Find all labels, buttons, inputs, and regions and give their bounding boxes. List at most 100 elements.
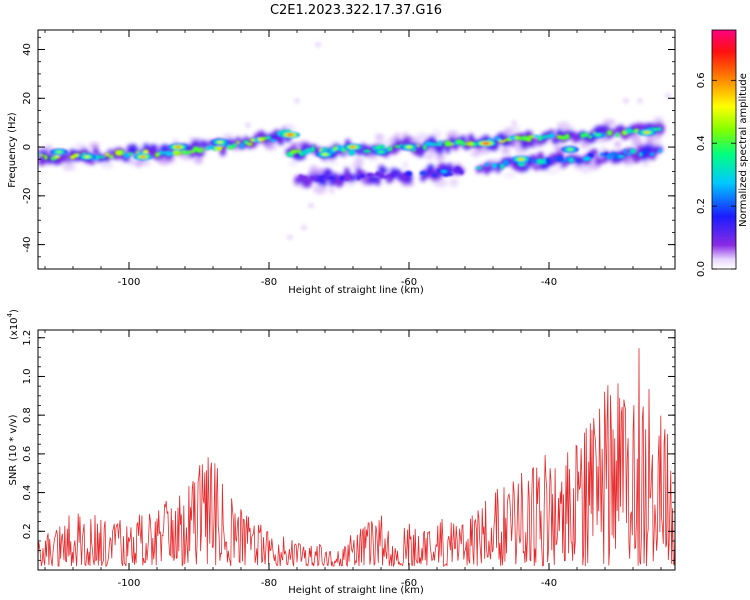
heat-halo (415, 132, 430, 140)
heat-cell (348, 149, 355, 156)
heat-cell (582, 156, 591, 162)
y-tick-label: 0.4 (22, 485, 33, 501)
heat-cell (634, 128, 639, 134)
heat-speck (330, 189, 334, 193)
snr-frame (37, 329, 676, 571)
heat-halo (509, 125, 520, 131)
heat-peak (350, 146, 356, 149)
heat-halo (401, 181, 415, 187)
heat-cell (379, 172, 385, 179)
heat-cell (496, 163, 501, 167)
colorbar: 0.0 0.2 0.4 0.6 Normalized spectral amplitu… (696, 29, 749, 277)
heat-halo (435, 152, 445, 162)
heat-cell (561, 159, 566, 163)
heat-cell (227, 145, 234, 150)
heat-cell (243, 140, 249, 145)
spectrogram-ylabel: Frequency (Hz) (7, 112, 18, 188)
y-tick-label: 0.8 (22, 407, 33, 423)
colorbar-tick-label: 0.4 (696, 135, 707, 151)
heat-halo (431, 130, 442, 139)
heat-cell (231, 143, 237, 148)
heat-cell (468, 141, 474, 147)
heat-cell (587, 153, 594, 158)
heat-cell (240, 142, 244, 149)
heat-cell (618, 154, 625, 159)
heat-peak (84, 155, 90, 158)
heat-cell (545, 157, 552, 165)
y-tick-label: 0.6 (22, 446, 33, 462)
heat-cell (336, 145, 344, 152)
heat-halo (449, 178, 459, 187)
heat-cell (615, 132, 620, 138)
heat-cell (103, 153, 111, 163)
heat-halo (424, 154, 434, 160)
heat-cell (606, 130, 613, 136)
heat-cell (344, 176, 350, 181)
heat-cell (356, 175, 361, 181)
colorbar-tick-label: 0.2 (696, 198, 707, 214)
heat-cell (215, 146, 223, 151)
heat-cell (379, 144, 386, 149)
y-tick-label: 0 (22, 144, 33, 150)
heat-cell (387, 146, 393, 152)
heat-halo (100, 162, 115, 169)
x-tick-label: -40 (541, 277, 557, 288)
snr-multiplier: (x104) (6, 309, 20, 340)
heat-halo (622, 156, 635, 166)
heat-cell (444, 140, 452, 147)
heat-cell (614, 153, 621, 160)
heat-cell (556, 155, 564, 162)
heat-cell (188, 151, 196, 158)
heat-cell (500, 163, 505, 170)
snr-panel: -100 -80 -60 -40 0.2 0.4 0.6 0.8 1.0 1.2 SNR (10 … (6, 309, 676, 596)
heat-cell (518, 136, 524, 141)
heat-cell (454, 166, 462, 173)
heat-cell (189, 150, 195, 154)
heat-cell (363, 149, 371, 153)
heat-cell (657, 126, 662, 132)
heat-cell (105, 152, 110, 157)
heat-halo (171, 138, 179, 145)
heat-peak (441, 170, 447, 173)
heat-cell (459, 170, 464, 175)
heat-cell (504, 138, 508, 142)
heat-halo (402, 160, 409, 171)
heat-cell (433, 143, 440, 146)
heat-cell (599, 152, 605, 157)
heat-cell (549, 132, 555, 139)
colorbar-tick-label: 0.6 (696, 72, 707, 88)
heat-cell (502, 159, 509, 166)
y-tick-label: 1.2 (22, 330, 33, 346)
heat-cell (571, 131, 578, 144)
heat-peak (483, 142, 489, 145)
heat-speck (512, 121, 516, 125)
heat-cell (310, 176, 315, 181)
snr-series-line (38, 348, 675, 568)
heat-halo (654, 139, 663, 147)
heat-cell (159, 144, 171, 152)
heat-cell (514, 135, 520, 141)
heat-speck (666, 94, 670, 98)
heat-peak (287, 133, 293, 136)
heat-peak (595, 133, 601, 136)
heat-cell (431, 173, 438, 177)
heat-peak (644, 131, 650, 134)
heat-cell (484, 163, 490, 167)
y-tick-label: 40 (22, 43, 33, 56)
heat-cell (50, 156, 57, 161)
heat-cell (530, 158, 535, 164)
heat-cell (494, 137, 502, 141)
heat-speck (309, 203, 313, 208)
heat-cell (195, 147, 204, 153)
heat-cell (266, 136, 272, 140)
x-tick-label: -100 (118, 578, 141, 589)
heat-cell (108, 155, 114, 159)
heat-cell (649, 152, 655, 157)
heat-cell (360, 174, 365, 178)
heat-speck (624, 99, 628, 103)
heat-cell (425, 141, 433, 147)
heat-halo (503, 172, 517, 178)
heat-cell (605, 154, 614, 160)
y-tick-label: -20 (22, 188, 33, 204)
